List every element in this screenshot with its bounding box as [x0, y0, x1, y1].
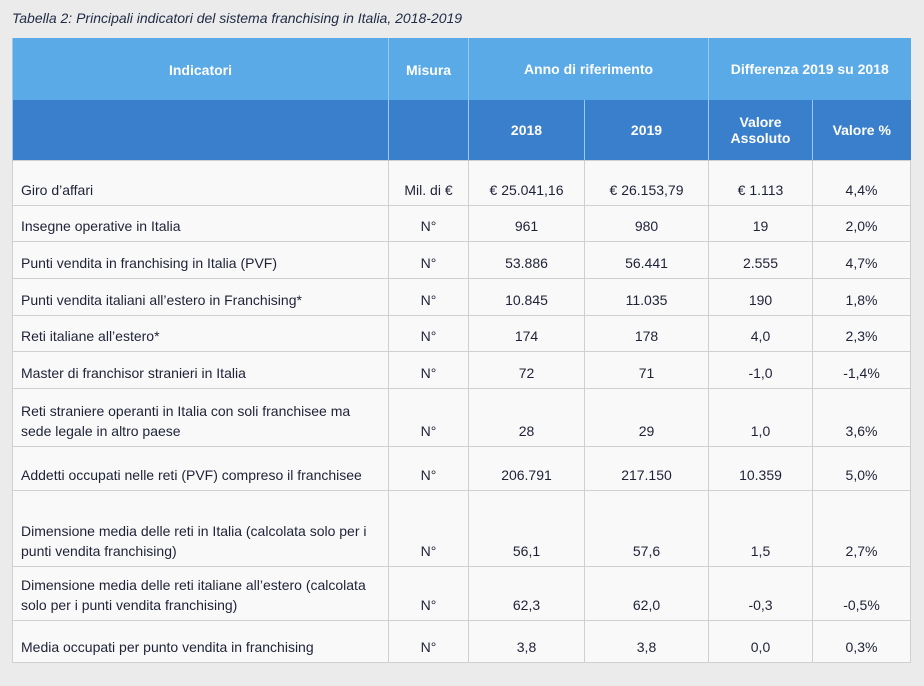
- value-cell: 71: [584, 351, 709, 389]
- value-cell: 5,0%: [811, 446, 912, 491]
- header-cell: 2018: [468, 100, 585, 161]
- header-cell: Anno di riferimento: [468, 38, 709, 100]
- value-cell: 19: [708, 205, 813, 242]
- indicator-cell: Dimensione media delle reti italiane all…: [12, 566, 389, 621]
- value-cell: -1,0: [708, 351, 813, 389]
- table-row: Addetti occupati nelle reti (PVF) compre…: [12, 446, 912, 491]
- value-cell: 56,1: [468, 490, 585, 567]
- header-cell: Valore Assoluto: [708, 100, 813, 161]
- header-cell: 2019: [584, 100, 709, 161]
- value-cell: N°: [388, 278, 469, 316]
- indicator-cell: Punti vendita in franchising in Italia (…: [12, 241, 389, 279]
- value-cell: 217.150: [584, 446, 709, 491]
- value-cell: 4,7%: [811, 241, 912, 279]
- table-row: Reti italiane all’estero* N° 174 178 4,0 2,3%: [12, 315, 912, 352]
- value-cell: 2,3%: [811, 315, 912, 352]
- value-cell: 4,4%: [811, 160, 912, 206]
- table-row: Media occupati per punto vendita in fran…: [12, 620, 912, 663]
- value-cell: N°: [388, 566, 469, 621]
- value-cell: N°: [388, 241, 469, 279]
- value-cell: N°: [388, 315, 469, 352]
- header-cell: Misura: [388, 38, 469, 161]
- value-cell: € 26.153,79: [584, 160, 709, 206]
- indicator-cell: Reti italiane all’estero*: [12, 315, 389, 352]
- value-cell: 11.035: [584, 278, 709, 316]
- value-cell: 3,6%: [811, 388, 912, 447]
- value-cell: 2,7%: [811, 490, 912, 567]
- table-row: Punti vendita italiani all’estero in Fra…: [12, 278, 912, 316]
- indicator-cell: Insegne operative in Italia: [12, 205, 389, 242]
- value-cell: N°: [388, 388, 469, 447]
- value-cell: N°: [388, 205, 469, 242]
- value-cell: 190: [708, 278, 813, 316]
- value-cell: 0,3%: [811, 620, 912, 663]
- value-cell: N°: [388, 490, 469, 567]
- value-cell: 3,8: [468, 620, 585, 663]
- indicator-cell: Addetti occupati nelle reti (PVF) compre…: [12, 446, 389, 491]
- indicator-cell: Reti straniere operanti in Italia con so…: [12, 388, 389, 447]
- indicator-cell: Media occupati per punto vendita in fran…: [12, 620, 389, 663]
- table-row: Punti vendita in franchising in Italia (…: [12, 241, 912, 279]
- table: Indicatori Misura Anno di riferimento Diffe…: [12, 38, 912, 663]
- header-cell: Differenza 2019 su 2018: [707, 38, 911, 100]
- value-cell: € 25.041,16: [468, 160, 585, 206]
- table-row: Reti straniere operanti in Italia con so…: [12, 388, 912, 447]
- value-cell: 1,8%: [811, 278, 912, 316]
- table-row: Giro d’affari Mil. di € € 25.041,16 € 26.15…: [12, 160, 912, 206]
- value-cell: -1,4%: [811, 351, 912, 389]
- header-row: Indicatori Misura Anno di riferimento Diffe…: [12, 38, 911, 161]
- value-cell: 53.886: [468, 241, 585, 279]
- value-cell: Mil. di €: [388, 160, 469, 206]
- table-row: Insegne operative in Italia N° 961 980 19 2,0…: [12, 205, 912, 242]
- value-cell: 980: [584, 205, 709, 242]
- value-cell: 2,0%: [811, 205, 912, 242]
- value-cell: 1,5: [708, 490, 813, 567]
- value-cell: N°: [388, 446, 469, 491]
- value-cell: 0,0: [708, 620, 813, 663]
- value-cell: 174: [468, 315, 585, 352]
- value-cell: 72: [468, 351, 585, 389]
- value-cell: € 1.113: [708, 160, 813, 206]
- value-cell: -0,5%: [811, 566, 912, 621]
- value-cell: 62,0: [584, 566, 709, 621]
- value-cell: 62,3: [468, 566, 585, 621]
- value-cell: 57,6: [584, 490, 709, 567]
- value-cell: N°: [388, 351, 469, 389]
- value-cell: 2.555: [708, 241, 813, 279]
- value-cell: 961: [468, 205, 585, 242]
- value-cell: 28: [468, 388, 585, 447]
- indicator-cell: Giro d’affari: [12, 160, 389, 206]
- value-cell: 3,8: [584, 620, 709, 663]
- value-cell: 4,0: [708, 315, 813, 352]
- value-cell: 10.845: [468, 278, 585, 316]
- value-cell: -0,3: [708, 566, 813, 621]
- value-cell: N°: [388, 620, 469, 663]
- value-cell: 206.791: [468, 446, 585, 491]
- table-row: Dimensione media delle reti in Italia (c…: [12, 490, 912, 567]
- value-cell: 178: [584, 315, 709, 352]
- value-cell: 56.441: [584, 241, 709, 279]
- header-cell: Valore %: [811, 100, 911, 161]
- indicator-cell: Dimensione media delle reti in Italia (c…: [12, 490, 389, 567]
- indicator-cell: Master di franchisor stranieri in Italia: [12, 351, 389, 389]
- value-cell: 29: [584, 388, 709, 447]
- table-title: Tabella 2: Principali indicatori del sis…: [12, 10, 463, 26]
- value-cell: 10.359: [708, 446, 813, 491]
- header-cell: Indicatori: [12, 38, 389, 161]
- table-row: Master di franchisor stranieri in Italia…: [12, 351, 912, 389]
- table-row: Dimensione media delle reti italiane all…: [12, 566, 912, 621]
- value-cell: 1,0: [708, 388, 813, 447]
- header-row: 2018 2019 Valore Assoluto Valore %: [13, 100, 911, 161]
- indicator-cell: Punti vendita italiani all’estero in Fra…: [12, 278, 389, 316]
